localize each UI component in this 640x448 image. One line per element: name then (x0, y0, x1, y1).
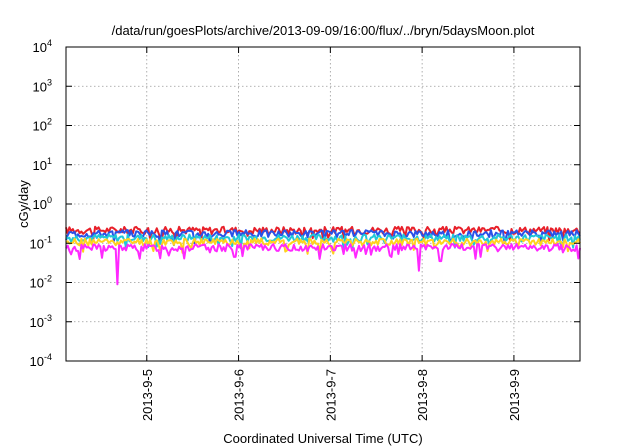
y-axis-label: cGy/day (16, 180, 31, 228)
x-tick-label: 2013-9-8 (415, 369, 430, 421)
y-tick-label: 10-4 (30, 352, 52, 369)
y-tick-label: 101 (33, 156, 52, 173)
chart-title: /data/run/goesPlots/archive/2013-09-09/1… (112, 23, 535, 38)
y-axis: 10-4 10-3 10-2 10-1 100 101 102 103 104 (30, 38, 580, 369)
x-axis-label: Coordinated Universal Time (UTC) (223, 431, 422, 446)
y-tick-label: 102 (33, 117, 52, 134)
x-tick-label: 2013-9-5 (140, 369, 155, 421)
x-axis: 2013-9-5 2013-9-6 2013-9-7 2013-9-8 2013-9-9 (140, 47, 522, 421)
x-tick-label: 2013-9-9 (507, 369, 522, 421)
y-tick-label: 104 (33, 38, 52, 55)
y-tick-label: 103 (33, 77, 52, 94)
x-tick-label: 2013-9-7 (323, 369, 338, 421)
y-tick-label: 10-3 (30, 313, 52, 330)
x-tick-label: 2013-9-6 (232, 369, 247, 421)
series-line-5 (65, 243, 581, 286)
grid (66, 47, 580, 361)
series-layer (65, 225, 581, 286)
y-tick-label: 10-1 (30, 234, 52, 251)
y-tick-label: 10-2 (30, 274, 52, 291)
y-tick-label: 100 (33, 195, 52, 212)
